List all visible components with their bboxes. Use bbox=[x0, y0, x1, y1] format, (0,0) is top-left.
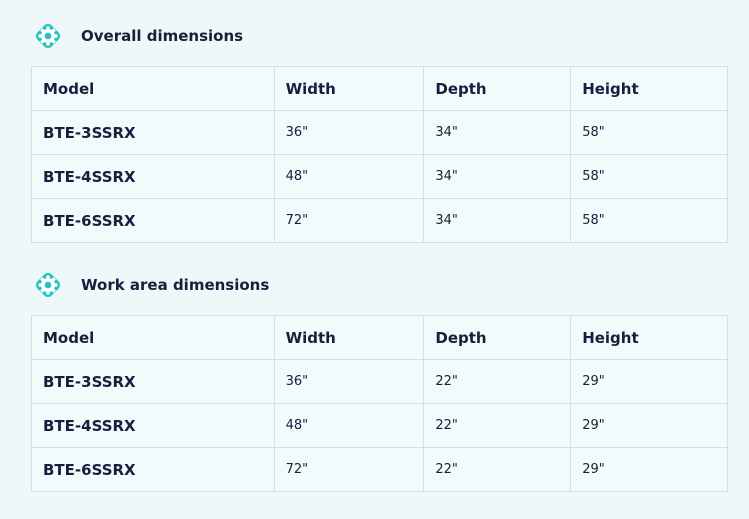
table-cell: 48" bbox=[273, 154, 425, 199]
table-cell: 29" bbox=[570, 403, 728, 448]
table-cell: 72" bbox=[273, 198, 425, 243]
gear-icon bbox=[31, 268, 65, 302]
table-cell: 34" bbox=[423, 110, 572, 155]
table-row: BTE-6SSRX 72" 34" 58" bbox=[31, 198, 728, 243]
table-cell: 58" bbox=[570, 154, 728, 199]
model-cell: BTE-3SSRX bbox=[31, 110, 275, 155]
column-header: Width bbox=[273, 315, 425, 360]
model-cell: BTE-3SSRX bbox=[31, 359, 275, 404]
table-cell: 36" bbox=[273, 359, 425, 404]
table-row: BTE-4SSRX 48" 22" 29" bbox=[31, 403, 728, 448]
section-title: Overall dimensions bbox=[31, 18, 243, 54]
section-title: Work area dimensions bbox=[31, 267, 269, 303]
gear-icon bbox=[31, 19, 65, 53]
dimensions-table: Model Width Depth Height BTE-3SSRX 36" 34" 58" B… bbox=[31, 66, 728, 243]
table-cell: 22" bbox=[423, 447, 572, 492]
table-cell: 34" bbox=[423, 154, 572, 199]
table-cell: 29" bbox=[570, 359, 728, 404]
table-cell: 22" bbox=[423, 359, 572, 404]
section-heading: Work area dimensions bbox=[81, 276, 270, 294]
table-header-row: Model Width Depth Height bbox=[31, 315, 728, 360]
model-cell: BTE-4SSRX bbox=[31, 403, 275, 448]
column-header: Height bbox=[570, 66, 728, 111]
column-header: Width bbox=[273, 66, 425, 111]
table-row: BTE-3SSRX 36" 34" 58" bbox=[31, 110, 728, 155]
table-cell: 29" bbox=[570, 447, 728, 492]
table-row: BTE-6SSRX 72" 22" 29" bbox=[31, 447, 728, 492]
column-header: Depth bbox=[423, 66, 572, 111]
table-cell: 58" bbox=[570, 198, 728, 243]
table-cell: 58" bbox=[570, 110, 728, 155]
column-header: Depth bbox=[423, 315, 572, 360]
table-row: BTE-4SSRX 48" 34" 58" bbox=[31, 154, 728, 199]
table-cell: 36" bbox=[273, 110, 425, 155]
model-cell: BTE-6SSRX bbox=[31, 447, 275, 492]
model-cell: BTE-6SSRX bbox=[31, 198, 275, 243]
model-cell: BTE-4SSRX bbox=[31, 154, 275, 199]
column-header: Model bbox=[31, 315, 275, 360]
table-cell: 22" bbox=[423, 403, 572, 448]
table-header-row: Model Width Depth Height bbox=[31, 66, 728, 111]
dimensions-table: Model Width Depth Height BTE-3SSRX 36" 22" 29" B… bbox=[31, 315, 728, 492]
column-header: Model bbox=[31, 66, 275, 111]
table-row: BTE-3SSRX 36" 22" 29" bbox=[31, 359, 728, 404]
section-heading: Overall dimensions bbox=[81, 27, 244, 45]
table-cell: 48" bbox=[273, 403, 425, 448]
table-cell: 34" bbox=[423, 198, 572, 243]
column-header: Height bbox=[570, 315, 728, 360]
table-cell: 72" bbox=[273, 447, 425, 492]
